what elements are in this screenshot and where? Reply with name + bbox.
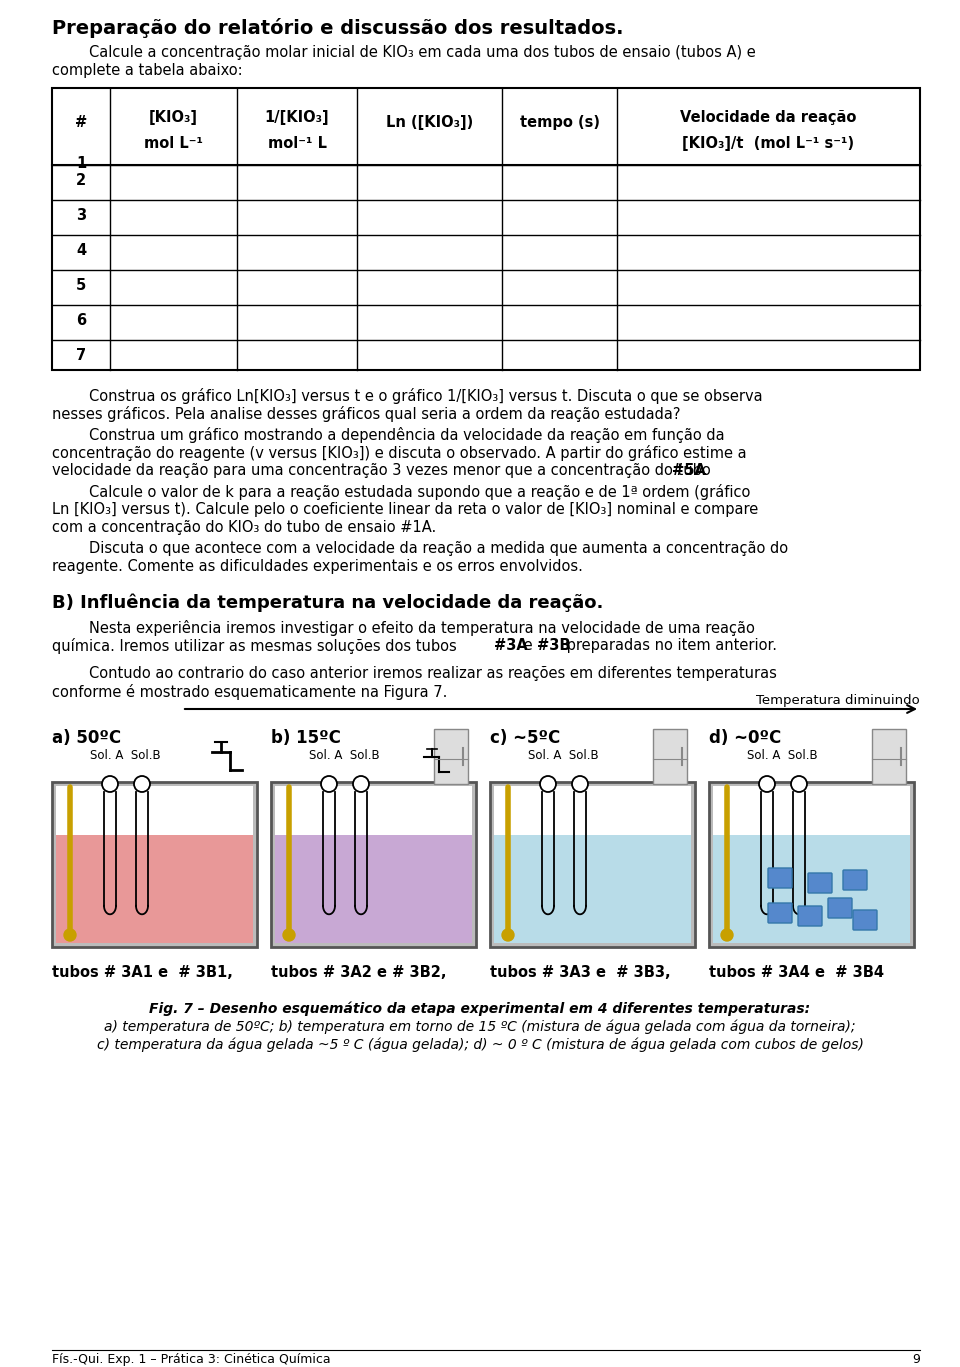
Bar [872,729,906,785]
Text: concentração do reagente (v versus [KIO₃]) e discuta o observado. A partir do gr: concentração do reagente (v versus [KIO₃… [52,446,747,461]
Text: Velocidade da reação: Velocidade da reação [681,109,856,124]
Text: conforme é mostrado esquematicamente na Figura 7.: conforme é mostrado esquematicamente na … [52,684,447,700]
Circle shape [721,930,733,940]
Bar [52,87,920,370]
Bar [275,835,472,943]
FancyBboxPatch shape [853,910,877,930]
Text: e: e [519,638,538,653]
Bar [653,729,687,785]
Text: 9: 9 [912,1353,920,1366]
Text: tubos # 3A2 e # 3B2,: tubos # 3A2 e # 3B2, [271,965,446,980]
FancyBboxPatch shape [828,898,852,919]
Text: 4: 4 [76,243,86,258]
Text: c) ~5ºC: c) ~5ºC [490,729,561,746]
Text: Construa um gráfico mostrando a dependência da velocidade da reação em função da: Construa um gráfico mostrando a dependên… [52,427,725,443]
Text: c) temperatura da água gelada ~5 º C (água gelada); d) ~ 0 º C (mistura de água : c) temperatura da água gelada ~5 º C (ág… [97,1038,863,1051]
Text: Sol. A  Sol.B: Sol. A Sol.B [309,749,379,761]
FancyBboxPatch shape [808,874,832,893]
Text: Nesta experiência iremos investigar o efeito da temperatura na velocidade de uma: Nesta experiência iremos investigar o ef… [52,621,755,636]
Text: [KIO₃]/t  (mol L⁻¹ s⁻¹): [KIO₃]/t (mol L⁻¹ s⁻¹) [683,135,854,150]
Text: Calcule a concentração molar inicial de KIO₃ em cada uma dos tubos de ensaio (tu: Calcule a concentração molar inicial de … [52,45,756,60]
Circle shape [791,776,807,791]
FancyBboxPatch shape [768,904,792,923]
Bar [52,782,257,947]
Text: .: . [702,463,707,478]
Bar [434,729,468,785]
Bar [494,835,691,943]
Text: tempo (s): tempo (s) [519,115,599,130]
Bar [56,786,253,835]
Text: #5A: #5A [672,463,706,478]
Text: nesses gráficos. Pela analise desses gráficos qual seria a ordem da reação estud: nesses gráficos. Pela analise desses grá… [52,406,681,422]
Text: Sol. A  Sol.B: Sol. A Sol.B [528,749,599,761]
Text: Calcule o valor de k para a reação estudada supondo que a reação e de 1ª ordem (: Calcule o valor de k para a reação estud… [52,484,751,500]
Text: a) temperatura de 50ºC; b) temperatura em torno de 15 ºC (mistura de água gelada: a) temperatura de 50ºC; b) temperatura e… [105,1020,855,1035]
FancyBboxPatch shape [768,868,792,889]
Text: a) 50ºC: a) 50ºC [52,729,121,746]
Bar [275,786,472,835]
Circle shape [283,930,295,940]
Text: Construa os gráfico Ln[KIO₃] versus t e o gráfico 1/[KIO₃] versus t. Discuta o q: Construa os gráfico Ln[KIO₃] versus t e … [52,388,762,405]
Text: Contudo ao contrario do caso anterior iremos realizar as reações em diferentes t: Contudo ao contrario do caso anterior ir… [52,666,777,681]
Text: preparadas no item anterior.: preparadas no item anterior. [562,638,777,653]
Text: 1: 1 [76,156,86,171]
Bar [494,786,691,835]
Circle shape [134,776,150,791]
FancyBboxPatch shape [843,869,867,890]
Text: Ln ([KIO₃]): Ln ([KIO₃]) [386,115,473,130]
Text: 6: 6 [76,313,86,328]
Text: #3B: #3B [537,638,570,653]
Bar [709,782,914,947]
Bar [490,782,695,947]
Text: [KIO₃]: [KIO₃] [149,109,198,124]
Text: Preparação do relatório e discussão dos resultados.: Preparação do relatório e discussão dos … [52,18,623,38]
Text: com a concentração do KIO₃ do tubo de ensaio #1A.: com a concentração do KIO₃ do tubo de en… [52,519,436,534]
Circle shape [102,776,118,791]
Text: B) Influência da temperatura na velocidade da reação.: B) Influência da temperatura na velocida… [52,595,604,612]
Circle shape [64,930,76,940]
Text: Fís.-Qui. Exp. 1 – Prática 3: Cinética Química: Fís.-Qui. Exp. 1 – Prática 3: Cinética Q… [52,1353,330,1366]
Text: 2: 2 [76,174,86,189]
Text: d) ~0ºC: d) ~0ºC [709,729,781,746]
Text: mol L⁻¹: mol L⁻¹ [144,135,203,150]
Circle shape [572,776,588,791]
Bar [713,835,910,943]
Text: Sol. A  Sol.B: Sol. A Sol.B [90,749,160,761]
Circle shape [353,776,369,791]
Bar [56,835,253,943]
Text: mol⁻¹ L: mol⁻¹ L [268,135,326,150]
Text: química. Iremos utilizar as mesmas soluções dos tubos: química. Iremos utilizar as mesmas soluç… [52,638,462,653]
Circle shape [502,930,514,940]
Text: tubos # 3A3 e  # 3B3,: tubos # 3A3 e # 3B3, [490,965,671,980]
Text: complete a tabela abaixo:: complete a tabela abaixo: [52,63,243,78]
Text: Ln [KIO₃] versus t). Calcule pelo o coeficiente linear da reta o valor de [KIO₃]: Ln [KIO₃] versus t). Calcule pelo o coef… [52,502,758,517]
Text: b) 15ºC: b) 15ºC [271,729,341,746]
Text: velocidade da reação para uma concentração 3 vezes menor que a concentração do t: velocidade da reação para uma concentraç… [52,463,715,478]
Text: Discuta o que acontece com a velocidade da reação a medida que aumenta a concent: Discuta o que acontece com a velocidade … [52,541,788,556]
FancyBboxPatch shape [798,906,822,925]
Bar [713,786,910,835]
Text: 1/[KIO₃]: 1/[KIO₃] [265,109,329,124]
Text: #: # [75,115,87,130]
Bar [271,782,476,947]
Text: Temperatura diminuindo: Temperatura diminuindo [756,694,920,707]
Circle shape [540,776,556,791]
Text: Sol. A  Sol.B: Sol. A Sol.B [747,749,818,761]
Text: 3: 3 [76,208,86,223]
Circle shape [321,776,337,791]
Text: #3A: #3A [494,638,528,653]
Text: Fig. 7 – Desenho esquemático da etapa experimental em 4 diferentes temperaturas:: Fig. 7 – Desenho esquemático da etapa ex… [150,1002,810,1017]
Text: 5: 5 [76,278,86,293]
Text: tubos # 3A1 e  # 3B1,: tubos # 3A1 e # 3B1, [52,965,233,980]
Text: tubos # 3A4 e  # 3B4: tubos # 3A4 e # 3B4 [709,965,884,980]
Text: reagente. Comente as dificuldades experimentais e os erros envolvidos.: reagente. Comente as dificuldades experi… [52,559,583,574]
Circle shape [759,776,775,791]
Text: 7: 7 [76,349,86,364]
